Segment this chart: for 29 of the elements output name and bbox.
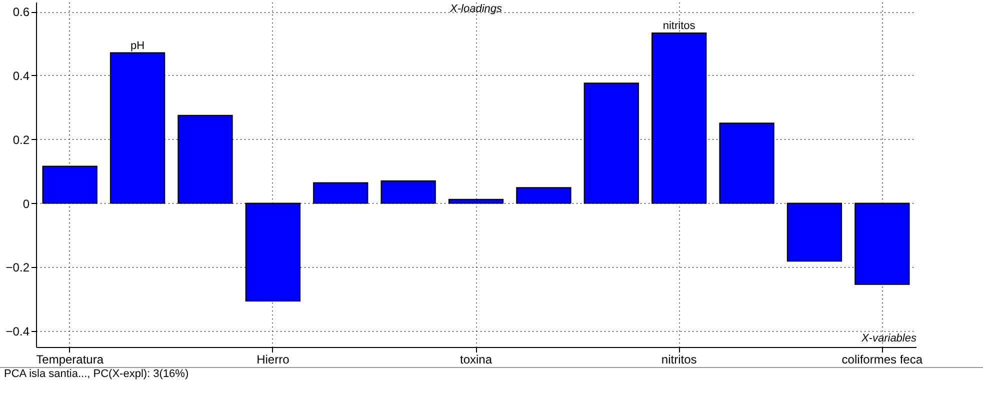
y-tick-label: −0.2 [6,260,30,275]
bar [245,202,300,302]
y-tick-label: 0.6 [12,5,30,20]
x-tick-label: Temperatura [36,352,104,366]
annotation: nitritos [662,20,696,32]
bar [584,82,639,204]
x-tick-label: toxina [460,352,492,366]
bar [516,187,572,204]
text: PCA isla santia..., PC(X-expl): 3(16%) [0,367,983,380]
bar [786,202,842,262]
bar [110,52,166,204]
bar [652,32,707,204]
x-tick-label: Hierro [256,352,290,366]
x-axis-title: X-variables [860,332,917,344]
bar [313,182,368,204]
annotation: pH [130,40,145,52]
chart-title: X-loadings [449,3,502,15]
x-tick-label: nitritos [661,352,697,366]
y-tick-label: −0.4 [6,324,30,339]
bar [178,114,233,204]
x-tick-label: coliformes feca [842,352,923,366]
bar [42,166,98,204]
y-tick-label: 0 [22,196,30,211]
bar [380,180,436,204]
bar [854,202,910,285]
y-tick-label: 0.2 [12,132,30,147]
y-tick-label: 0.4 [12,68,30,83]
bar [448,198,504,204]
bar [719,122,774,204]
